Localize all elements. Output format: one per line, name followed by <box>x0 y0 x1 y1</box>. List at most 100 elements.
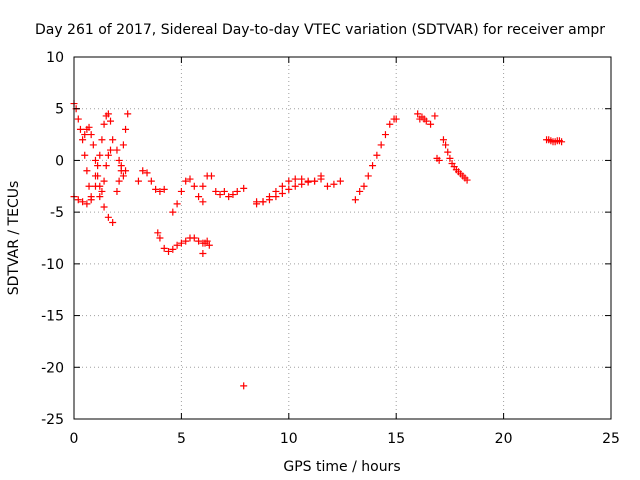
x-tick-label: 5 <box>177 431 186 447</box>
data-point <box>463 176 471 184</box>
data-point <box>265 193 273 201</box>
data-point <box>207 172 215 180</box>
data-point <box>272 187 280 195</box>
data-point <box>79 198 87 206</box>
data-point <box>317 172 325 180</box>
data-point <box>195 193 203 201</box>
data-point <box>377 141 385 149</box>
data-point <box>96 182 104 190</box>
series-arc-8 <box>154 229 207 255</box>
data-point <box>173 241 181 249</box>
data-point <box>386 120 394 128</box>
data-point <box>182 177 190 185</box>
data-point <box>225 193 233 201</box>
series-arc-6 <box>113 146 130 180</box>
x-axis-label: GPS time / hours <box>283 459 400 475</box>
data-point <box>373 151 381 159</box>
x-tick-label: 10 <box>280 431 298 447</box>
data-point <box>109 136 117 144</box>
data-point <box>369 162 377 170</box>
data-point <box>165 247 173 255</box>
data-point <box>446 154 454 162</box>
series-arc-11 <box>199 172 241 201</box>
data-point <box>79 136 87 144</box>
y-tick-label: 5 <box>55 102 64 118</box>
x-tick-label: 25 <box>602 431 620 447</box>
data-point <box>122 167 130 175</box>
data-point <box>139 167 147 175</box>
data-point <box>203 237 211 245</box>
data-point <box>87 196 95 204</box>
data-point <box>291 182 299 190</box>
data-point <box>285 177 293 185</box>
data-point <box>89 141 97 149</box>
data-point <box>156 187 164 195</box>
data-point <box>291 175 299 183</box>
data-point <box>431 112 439 120</box>
grid-lines <box>74 57 611 419</box>
data-point <box>229 191 237 199</box>
data-point <box>182 237 190 245</box>
x-tick-label: 15 <box>387 431 405 447</box>
data-point <box>91 156 99 164</box>
data-point <box>160 185 168 193</box>
data-point <box>278 182 286 190</box>
data-point <box>169 208 177 216</box>
data-point <box>364 172 372 180</box>
y-tick-label: -5 <box>50 205 64 221</box>
data-point <box>100 203 108 211</box>
data-point <box>119 172 127 180</box>
data-point <box>147 177 155 185</box>
data-point <box>199 198 207 206</box>
data-point <box>154 229 162 237</box>
data-point <box>143 169 151 177</box>
data-point <box>83 200 91 208</box>
data-point <box>190 182 198 190</box>
data-point <box>91 172 99 180</box>
data-point <box>102 162 110 170</box>
data-point <box>220 187 228 195</box>
data-point <box>124 110 132 118</box>
data-point <box>212 187 220 195</box>
data-point <box>134 177 142 185</box>
data-point <box>233 187 241 195</box>
y-tick-label: -10 <box>41 257 64 273</box>
data-point <box>177 187 185 195</box>
data-point <box>253 200 261 208</box>
series-arc-10 <box>199 237 213 258</box>
plot-frame <box>73 56 612 420</box>
data-point <box>74 196 82 204</box>
data-point <box>156 234 164 242</box>
data-point <box>107 117 115 125</box>
series-outlier <box>240 382 248 390</box>
data-point <box>336 177 344 185</box>
axis-ticks: 0 5 10 15 20 25 -25 -20 -15 -10 -5 0 5 10 <box>41 50 620 447</box>
data-point <box>323 182 331 190</box>
data-point <box>414 110 422 118</box>
data-point <box>104 213 112 221</box>
data-point <box>558 138 566 146</box>
data-point <box>330 180 338 188</box>
series-arc-15 <box>414 110 439 128</box>
data-point <box>199 250 207 258</box>
data-point <box>360 182 368 190</box>
data-point <box>81 131 89 139</box>
y-tick-label: -25 <box>41 412 64 428</box>
series-arc-18 <box>543 136 566 146</box>
y-tick-label: -20 <box>41 360 64 376</box>
data-point <box>427 120 435 128</box>
y-tick-label: 0 <box>55 153 64 169</box>
chart-title: Day 261 of 2017, Sidereal Day-to-day VTE… <box>35 22 605 38</box>
series-arc-13 <box>253 172 344 208</box>
data-point <box>435 156 443 164</box>
series-arc-4 <box>91 110 115 180</box>
y-tick-label: -15 <box>41 309 64 325</box>
series-arc-2 <box>70 182 117 226</box>
data-point <box>100 120 108 128</box>
data-point <box>205 241 213 249</box>
data-point <box>304 177 312 185</box>
data-point <box>381 131 389 139</box>
data-point <box>98 187 106 195</box>
data-point <box>240 184 248 192</box>
